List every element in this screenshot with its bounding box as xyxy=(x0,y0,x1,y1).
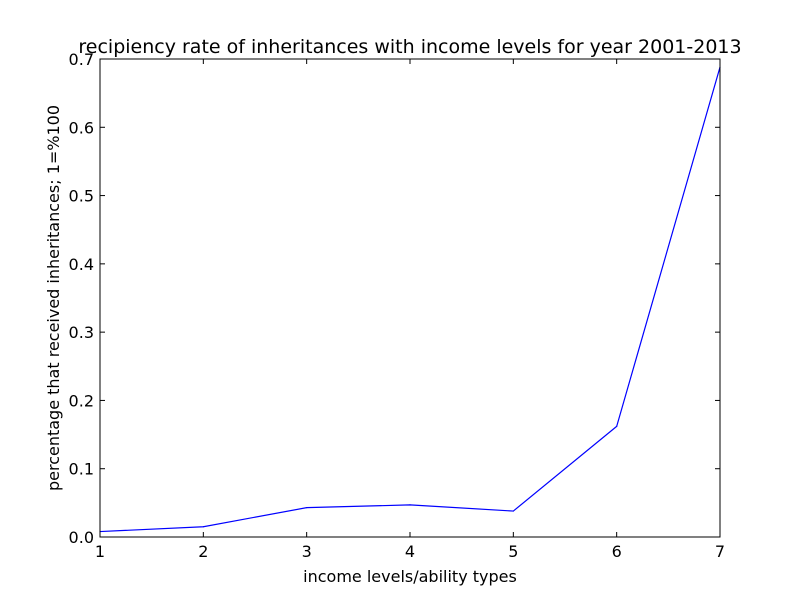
y-axis-label: percentage that received inheritances; 1… xyxy=(44,105,63,491)
x-tick-label: 4 xyxy=(405,542,415,561)
y-tick-label: 0.2 xyxy=(69,391,94,410)
y-tick-label: 0.4 xyxy=(69,255,94,274)
data-point xyxy=(409,504,411,506)
y-tick-label: 0.3 xyxy=(69,323,94,342)
y-tick-label: 0.0 xyxy=(69,528,94,547)
data-point xyxy=(616,425,618,427)
x-tick-label: 3 xyxy=(302,542,312,561)
y-tick-label: 0.6 xyxy=(69,118,94,137)
y-tick-label: 0.1 xyxy=(69,460,94,479)
x-tick-label: 2 xyxy=(198,542,208,561)
y-tick-label: 0.7 xyxy=(69,50,94,69)
y-tick-label: 0.5 xyxy=(69,187,94,206)
x-tick-label: 1 xyxy=(95,542,105,561)
plot-area xyxy=(100,59,720,537)
tick-layer: 1 2 3 4 5 6 7 0.0 0.1 0.2 0.3 0.4 0.5 0.6 0.7 xyxy=(69,50,726,561)
x-tick-label: 7 xyxy=(715,542,725,561)
data-point xyxy=(306,507,308,509)
x-tick-label: 5 xyxy=(508,542,518,561)
x-tick-label: 6 xyxy=(612,542,622,561)
data-point xyxy=(202,526,204,528)
data-point xyxy=(512,510,514,512)
x-axis-label: income levels/ability types xyxy=(303,567,517,586)
chart-title: recipiency rate of inheritances with inc… xyxy=(78,36,741,58)
